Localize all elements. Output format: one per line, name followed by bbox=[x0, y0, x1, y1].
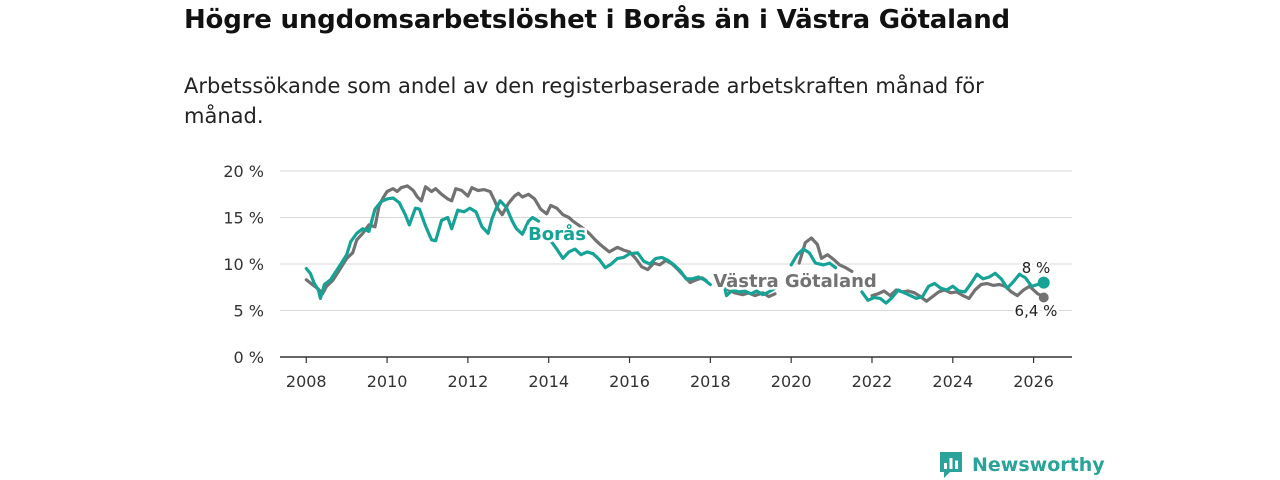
series-line-boras bbox=[722, 284, 777, 298]
x-tick-label: 2008 bbox=[286, 372, 327, 391]
x-tick-label: 2010 bbox=[367, 372, 408, 391]
y-tick-label: 5 % bbox=[234, 302, 264, 321]
y-tick-label: 0 % bbox=[234, 348, 264, 367]
series-line-boras bbox=[304, 196, 541, 300]
y-tick-label: 15 % bbox=[223, 209, 264, 228]
x-tick-label: 2026 bbox=[1013, 372, 1054, 391]
bar-chart-icon bbox=[940, 452, 962, 478]
y-tick-label: 20 % bbox=[223, 162, 264, 181]
y-tick-label: 10 % bbox=[223, 255, 264, 274]
series-line-vastra-gotaland bbox=[797, 236, 854, 273]
x-tick-label: 2024 bbox=[932, 372, 973, 391]
x-tick-label: 2020 bbox=[771, 372, 812, 391]
series-line-boras bbox=[860, 271, 1046, 305]
x-tick-label: 2014 bbox=[528, 372, 569, 391]
series-label-boras: Borås bbox=[528, 223, 586, 245]
end-marker-vastra-gotaland bbox=[1038, 292, 1049, 303]
end-value-label-boras: 8 % bbox=[1022, 259, 1051, 277]
end-value-label-vastra-gotaland: 6,4 % bbox=[1015, 302, 1058, 320]
x-tick-label: 2012 bbox=[448, 372, 489, 391]
series-line-boras bbox=[789, 247, 838, 270]
series-label-vastra-gotaland: Västra Götaland bbox=[713, 271, 877, 292]
end-marker-boras bbox=[1037, 276, 1050, 289]
newsworthy-brand[interactable]: Newsworthy bbox=[938, 450, 1105, 480]
series-line-vastra-gotaland bbox=[304, 184, 708, 296]
chart-title: Högre ungdomsarbetslöshet i Borås än i V… bbox=[184, 5, 1010, 35]
series-line-boras bbox=[549, 239, 712, 287]
x-tick-label: 2018 bbox=[690, 372, 731, 391]
chart-subtitle: Arbetssökande som andel av den registerb… bbox=[184, 74, 984, 128]
x-tick-label: 2016 bbox=[609, 372, 650, 391]
brand-name: Newsworthy bbox=[972, 454, 1105, 476]
x-tick-label: 2022 bbox=[852, 372, 893, 391]
